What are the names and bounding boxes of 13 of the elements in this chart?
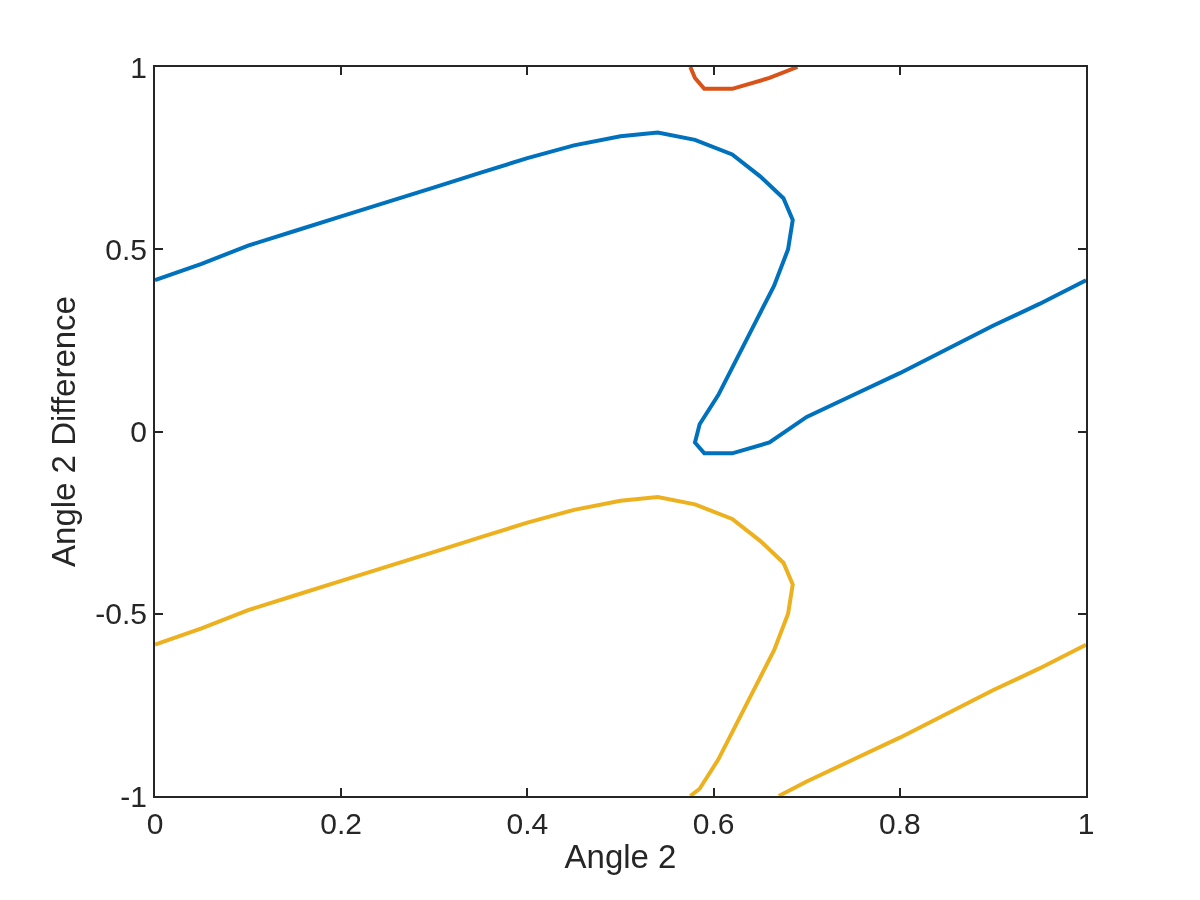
x-tick-label: 0.4 [506, 807, 549, 840]
y-tick-label: -1 [120, 779, 147, 813]
y-tick-label: -0.5 [95, 597, 147, 631]
y-tick-label: 0 [130, 415, 147, 448]
x-tick-label: 1 [1077, 807, 1095, 840]
x-tick-label: 0.8 [878, 807, 921, 840]
x-tick-label: 0.2 [320, 807, 363, 840]
y-axis-title: Angle 2 Difference [44, 296, 82, 567]
line-series [155, 130, 1086, 456]
y-tick-label: 1 [130, 50, 147, 84]
y-tick-label: 0.5 [105, 232, 147, 266]
x-tick-label: 0.6 [692, 807, 735, 840]
x-axis-title: Angle 2 [564, 838, 677, 876]
